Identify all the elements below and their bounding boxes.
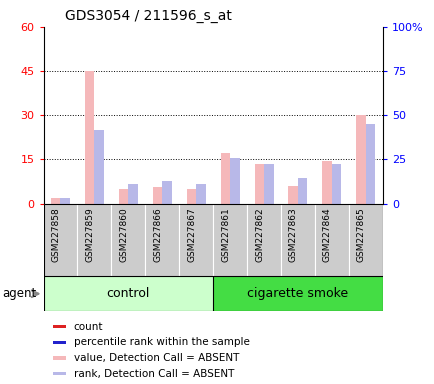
Text: GSM227864: GSM227864	[322, 207, 331, 262]
Bar	[220, 154, 230, 204]
Text: control: control	[106, 287, 150, 300]
Bar	[213, 204, 247, 276]
Bar	[53, 356, 66, 360]
Bar	[348, 204, 382, 276]
Bar	[43, 204, 382, 276]
Bar	[263, 164, 273, 204]
Bar	[53, 372, 66, 376]
Bar	[331, 164, 341, 204]
Bar	[365, 124, 375, 204]
Bar	[43, 204, 77, 276]
Text: GSM227859: GSM227859	[85, 207, 94, 262]
Bar	[213, 276, 382, 311]
Bar	[247, 204, 280, 276]
Text: count: count	[73, 322, 103, 332]
Bar	[152, 187, 162, 204]
Bar	[355, 115, 365, 204]
Bar	[60, 198, 70, 204]
Text: agent: agent	[2, 287, 36, 300]
Text: rank, Detection Call = ABSENT: rank, Detection Call = ABSENT	[73, 369, 233, 379]
Bar	[53, 325, 66, 328]
Bar	[288, 186, 297, 204]
Text: GSM227862: GSM227862	[254, 207, 263, 262]
Text: GDS3054 / 211596_s_at: GDS3054 / 211596_s_at	[65, 9, 232, 23]
Text: GSM227860: GSM227860	[119, 207, 128, 262]
Bar	[196, 184, 205, 204]
Text: GSM227865: GSM227865	[356, 207, 365, 262]
Bar	[322, 161, 331, 204]
Bar	[51, 198, 60, 204]
Bar	[94, 130, 104, 204]
Bar	[43, 276, 213, 311]
Bar	[230, 158, 239, 204]
Bar	[162, 182, 171, 204]
Text: GSM227867: GSM227867	[187, 207, 196, 262]
Text: GSM227863: GSM227863	[288, 207, 297, 262]
Text: GSM227861: GSM227861	[220, 207, 230, 262]
Text: cigarette smoke: cigarette smoke	[247, 287, 348, 300]
Text: percentile rank within the sample: percentile rank within the sample	[73, 337, 249, 347]
Bar	[280, 204, 314, 276]
Bar	[254, 164, 263, 204]
Bar	[53, 341, 66, 344]
Bar	[186, 189, 196, 204]
Bar	[314, 204, 348, 276]
Bar	[118, 189, 128, 204]
Bar	[85, 71, 94, 204]
Bar	[77, 204, 111, 276]
Bar	[128, 184, 138, 204]
Bar	[297, 179, 307, 204]
Text: GSM227858: GSM227858	[51, 207, 60, 262]
Bar	[111, 204, 145, 276]
Bar	[145, 204, 179, 276]
Text: value, Detection Call = ABSENT: value, Detection Call = ABSENT	[73, 353, 238, 363]
Text: GSM227866: GSM227866	[153, 207, 162, 262]
Bar	[179, 204, 213, 276]
